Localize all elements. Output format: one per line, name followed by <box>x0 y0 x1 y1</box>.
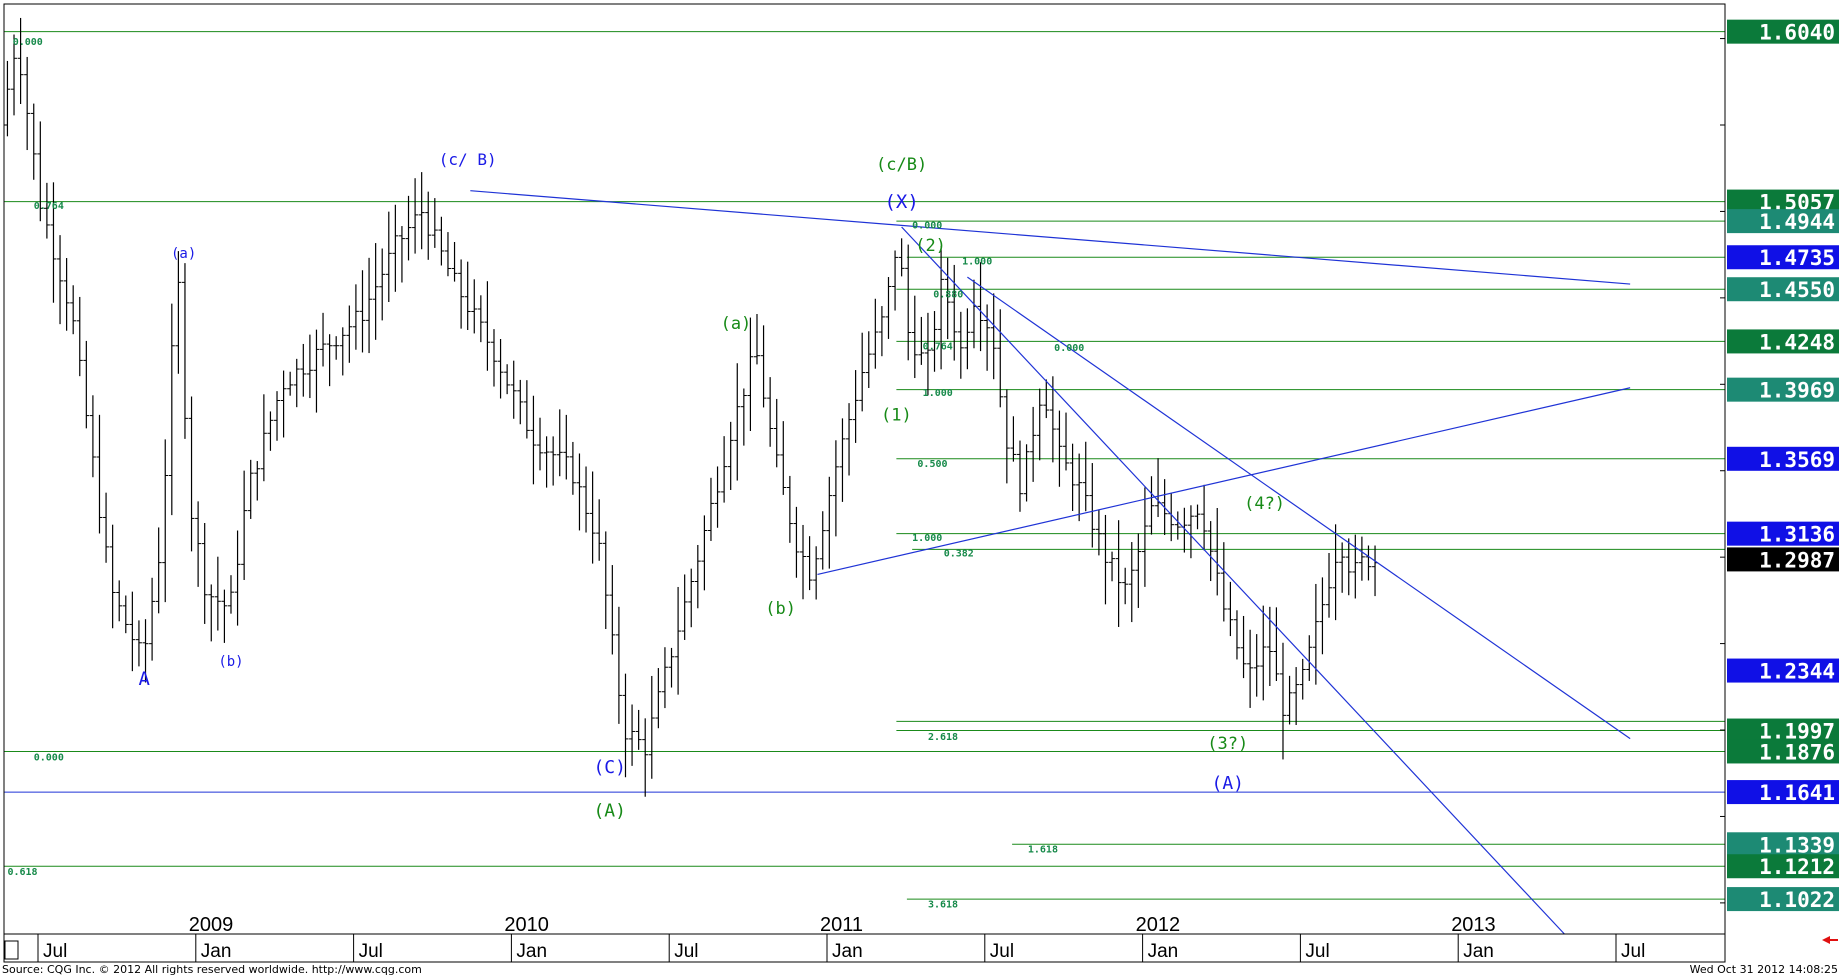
price-tag <box>1727 547 1839 572</box>
fib-label: 0.000 <box>1054 343 1084 354</box>
trend-line <box>470 190 1631 285</box>
fib-level-lines <box>4 31 1725 900</box>
month-label: Jan <box>832 941 863 962</box>
month-label: Jul <box>674 941 698 962</box>
wave-label: (A) <box>593 800 626 821</box>
wave-label: (a) <box>171 246 196 262</box>
price-tag <box>1727 521 1839 546</box>
wave-label: (3?) <box>1207 734 1248 754</box>
fib-label: 0.000 <box>13 37 43 48</box>
month-label: Jul <box>1305 941 1329 962</box>
trend-line <box>967 276 1631 740</box>
price-tag <box>1727 446 1839 471</box>
fib-label: 0.000 <box>912 220 942 231</box>
wave-label: (c/B) <box>876 155 927 175</box>
ohlc-bars <box>4 17 1379 797</box>
price-tag <box>1727 887 1839 912</box>
price-axis-tags: 1.60401.50571.49441.47351.45501.42481.39… <box>1727 19 1839 912</box>
price-tag <box>1727 19 1839 44</box>
price-tag <box>1727 780 1839 805</box>
price-tag-label: 1.3136 <box>1759 523 1835 547</box>
fib-label: 0.000 <box>34 753 64 764</box>
price-tag-label: 1.4550 <box>1759 278 1835 302</box>
price-tag <box>1727 329 1839 354</box>
fib-label: 0.880 <box>933 289 963 300</box>
price-tag-label: 1.6040 <box>1759 21 1835 45</box>
wave-label: (1) <box>881 406 912 426</box>
fib-label: 1.000 <box>962 257 992 268</box>
year-label: 2013 <box>1451 914 1496 936</box>
plot-frame <box>3 3 1726 963</box>
price-tag <box>1727 739 1839 764</box>
wave-label: A <box>138 668 150 690</box>
fib-label: 0.500 <box>917 459 947 470</box>
fib-label: 0.618 <box>7 867 37 878</box>
price-tag-label: 1.1022 <box>1759 888 1835 912</box>
price-tag-label: 1.4735 <box>1759 246 1835 270</box>
fib-label: 0.764 <box>923 341 953 352</box>
year-label: 2009 <box>189 914 234 936</box>
footer-timestamp: Wed Oct 31 2012 14:08:25 <box>1689 963 1838 976</box>
price-tag-label: 1.3569 <box>1759 448 1835 472</box>
fib-label: 1.000 <box>912 533 942 544</box>
trend-line <box>901 226 1565 935</box>
wave-label: (b) <box>218 654 243 670</box>
wave-label: (b) <box>765 599 796 619</box>
fib-label: 1.000 <box>923 388 953 399</box>
fib-label: 0.764 <box>34 201 64 212</box>
price-tag-label: 1.1641 <box>1759 781 1835 805</box>
price-tag <box>1727 718 1839 743</box>
fib-label: 1.618 <box>1028 844 1058 855</box>
corner-box-icon <box>4 940 19 960</box>
wave-labels: A (a) (b) (c/ B) (C) (A) (a) (b) (c/B) (X) (2) (1) (… <box>138 150 1285 822</box>
scroll-left-arrow-icon <box>1822 936 1838 944</box>
price-tag <box>1727 277 1839 302</box>
price-tag-label: 1.4944 <box>1759 210 1835 234</box>
fib-labels: 0.000 0.764 0.000 0.618 0.000 1.000 0.880 0.764… <box>7 37 1084 911</box>
price-tag <box>1727 832 1839 857</box>
price-tag <box>1727 854 1839 879</box>
month-label: Jan <box>1148 941 1179 962</box>
fib-label: 0.382 <box>944 549 974 560</box>
month-label: Jan <box>201 941 232 962</box>
price-tag <box>1727 209 1839 234</box>
wave-label: (c/ B) <box>439 150 497 169</box>
trend-lines <box>470 190 1631 935</box>
price-tag-label: 1.2987 <box>1759 548 1835 572</box>
footer-source: Source: CQG Inc. © 2012 All rights reser… <box>2 963 422 976</box>
month-label: Jul <box>359 941 383 962</box>
time-axis: 2009 2010 2011 2012 2013 Jul Jan Jul Jan Jul Jan Ju… <box>37 914 1645 962</box>
price-tag-label: 1.3969 <box>1759 379 1835 403</box>
year-label: 2010 <box>504 914 549 936</box>
chart-chrome <box>3 3 1838 963</box>
wave-label: (a) <box>721 314 752 334</box>
wave-label: (2) <box>915 236 946 256</box>
month-label: Jan <box>1463 941 1494 962</box>
month-label: Jul <box>43 941 67 962</box>
price-tag <box>1727 245 1839 270</box>
wave-label: (A) <box>1212 773 1245 794</box>
price-tag-label: 1.1876 <box>1759 740 1835 764</box>
wave-label: (C) <box>593 757 626 778</box>
month-label: Jul <box>1621 941 1645 962</box>
fib-label: 2.618 <box>928 732 958 743</box>
price-tag <box>1727 377 1839 402</box>
year-label: 2011 <box>820 914 863 936</box>
year-label: 2012 <box>1136 914 1181 936</box>
month-label: Jan <box>516 941 547 962</box>
month-label: Jul <box>990 941 1014 962</box>
price-tag-label: 1.1212 <box>1759 855 1835 879</box>
fib-label: 3.618 <box>928 900 958 911</box>
wave-label: (X) <box>884 191 918 213</box>
trend-line <box>817 387 1631 576</box>
price-tag-label: 1.2344 <box>1759 660 1835 684</box>
price-tag <box>1727 658 1839 683</box>
price-tag-label: 1.1339 <box>1759 833 1835 857</box>
wave-label: (4?) <box>1244 494 1285 514</box>
price-tag-label: 1.4248 <box>1759 330 1835 354</box>
